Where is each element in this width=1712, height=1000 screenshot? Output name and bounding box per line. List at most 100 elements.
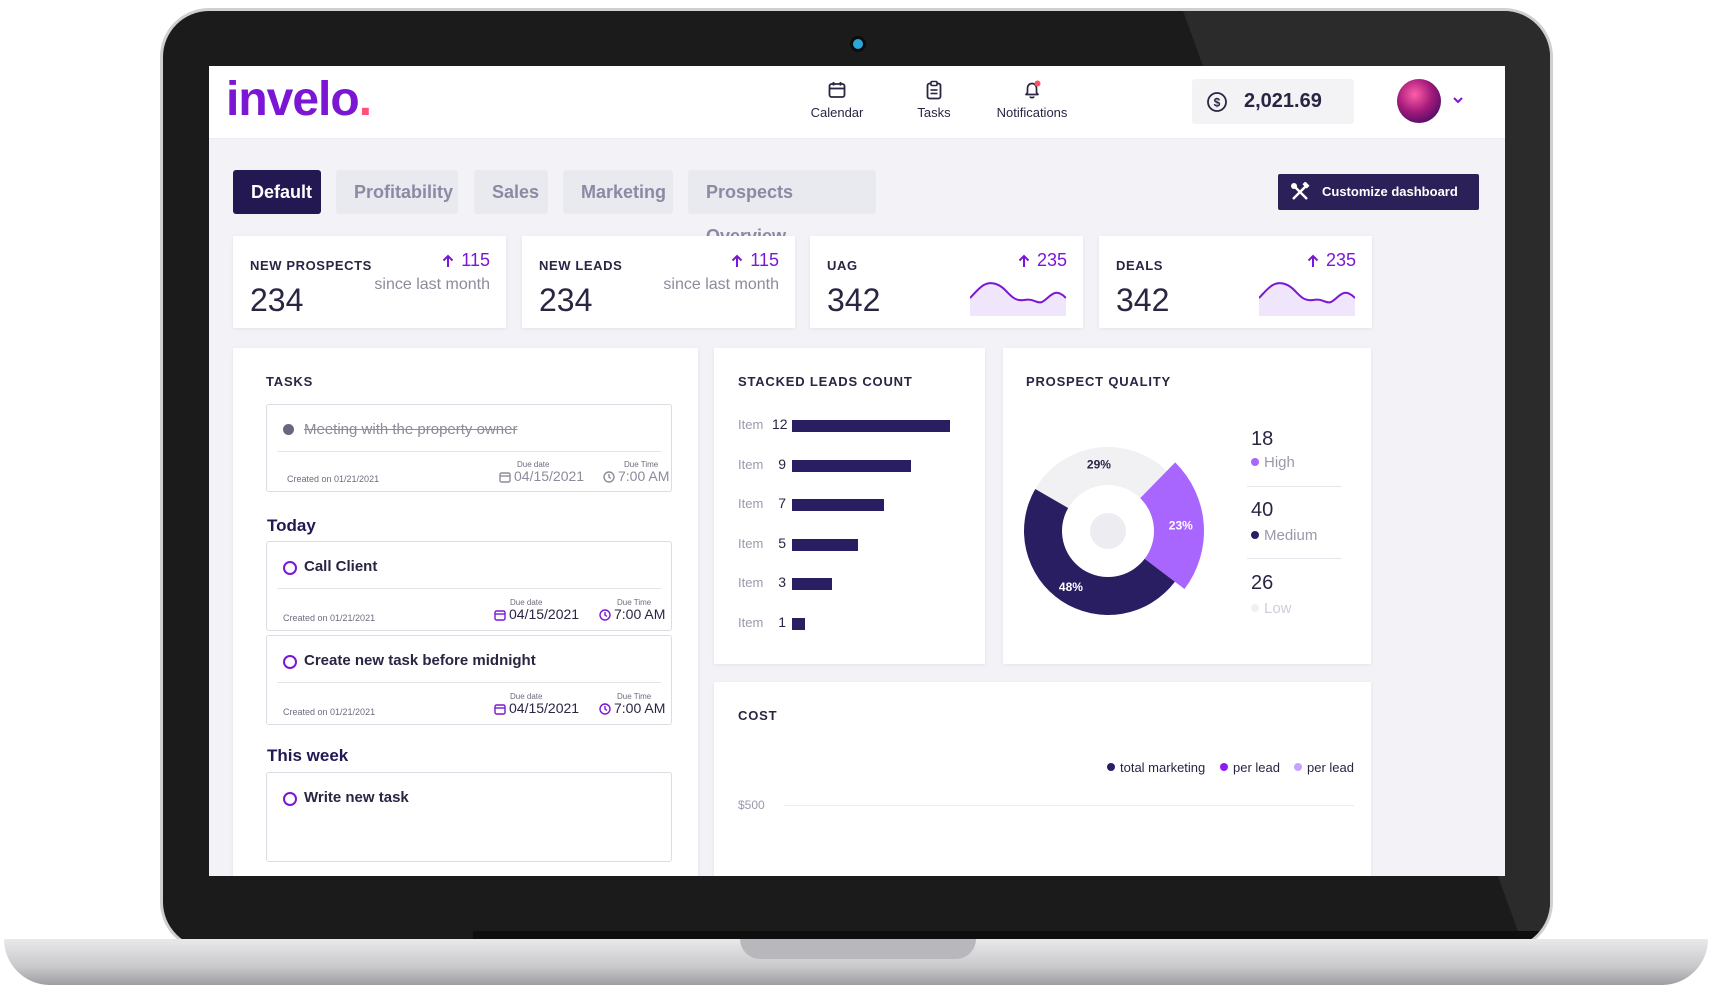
stat-card-new-prospects: NEW PROSPECTS 234 115 since last month — [233, 236, 506, 328]
legend-per-lead: per lead — [1220, 760, 1280, 775]
donut-slice-medium[interactable] — [1024, 489, 1175, 615]
balance-widget[interactable]: $ 2,021.69 — [1192, 79, 1354, 124]
due-date: 04/15/2021 — [494, 606, 579, 622]
tools-icon — [1291, 182, 1310, 200]
sparkline-uag — [970, 282, 1066, 316]
bar[interactable] — [792, 617, 805, 630]
legend-low-count: 26 — [1251, 572, 1274, 594]
legend-high: High — [1251, 454, 1295, 471]
legend-dot — [1251, 604, 1259, 612]
task-title: Call Client — [304, 558, 378, 575]
task-title: Create new task before midnight — [304, 652, 536, 669]
stat-card-deals: DEALS 342 235 — [1099, 236, 1372, 328]
task-divider — [277, 588, 661, 589]
arrow-up-icon — [732, 254, 743, 267]
clipboard-icon — [926, 80, 942, 100]
calendar-small-icon — [494, 610, 506, 621]
legend-dot — [1294, 763, 1302, 771]
stat-label: NEW LEADS — [539, 258, 623, 273]
svg-text:$: $ — [1214, 96, 1221, 110]
due-date-label: Due date — [510, 598, 543, 607]
arrow-up-icon — [443, 254, 454, 267]
legend-dot — [1107, 763, 1115, 771]
bell-icon — [1025, 80, 1041, 99]
legend-per-lead-2: per lead — [1294, 760, 1354, 775]
task-write-new-task[interactable]: Write new task — [266, 772, 672, 862]
bar[interactable] — [792, 459, 911, 472]
prospect-quality-title: PROSPECT QUALITY — [1026, 374, 1171, 389]
stacked-leads-title: STACKED LEADS COUNT — [738, 374, 913, 389]
bar[interactable] — [792, 538, 858, 551]
top-bar: invelo. Calendar Tasks Notifications $ 2… — [209, 66, 1505, 139]
donut-slice-low[interactable] — [1035, 447, 1167, 508]
customize-dashboard-button[interactable]: Customize dashboard — [1278, 174, 1479, 210]
nav-calendar[interactable]: Calendar — [794, 80, 880, 120]
task-divider — [277, 451, 661, 452]
nav-tasks[interactable]: Tasks — [891, 80, 977, 120]
stat-delta: 115 — [441, 250, 490, 271]
bar[interactable] — [792, 578, 832, 590]
radio-icon[interactable] — [283, 792, 297, 806]
task-created: Created on 01/21/2021 — [287, 474, 380, 484]
tab-profitability[interactable]: Profitability — [336, 170, 458, 214]
chevron-down-icon[interactable] — [1451, 93, 1465, 107]
screen: invelo. Calendar Tasks Notifications $ 2… — [209, 66, 1505, 876]
donut-slice-label: 29% — [1087, 458, 1111, 472]
tab-default[interactable]: Default — [233, 170, 321, 214]
legend-low: Low — [1251, 600, 1292, 617]
legend-high-count: 18 — [1251, 428, 1274, 450]
due-time: 7:00 AM — [599, 606, 665, 622]
legend-medium: Medium — [1251, 527, 1317, 544]
bar[interactable] — [792, 420, 950, 432]
stat-delta: 235 — [1017, 250, 1067, 271]
due-time-label: Due Time — [617, 598, 652, 607]
task-created: Created on 01/21/2021 — [283, 707, 376, 717]
cost-card: COST total marketing per lead per lead $… — [714, 682, 1371, 876]
stat-label: NEW PROSPECTS — [250, 258, 372, 273]
prospect-quality-donut: 29% 23% 48% — [1024, 447, 1204, 615]
invelo-logo[interactable]: invelo. — [226, 73, 372, 126]
legend-dot — [1251, 531, 1259, 539]
bar-value-label: 12 — [772, 416, 788, 432]
tab-sales[interactable]: Sales — [474, 170, 548, 214]
stat-label: DEALS — [1116, 258, 1164, 273]
task-created: Created on 01/21/2021 — [283, 613, 376, 623]
bar-item-label: Item — [738, 614, 764, 630]
stat-value: 234 — [539, 282, 593, 318]
stat-delta: 115 — [730, 250, 779, 271]
task-call-client[interactable]: Call Client Created on 01/21/2021 Due da… — [266, 541, 672, 631]
arrow-up-icon — [1018, 254, 1030, 267]
tab-marketing[interactable]: Marketing — [563, 170, 673, 214]
bar-item-label: Item — [738, 496, 764, 511]
radio-icon[interactable] — [283, 561, 297, 575]
bar-value-label: 5 — [778, 534, 786, 551]
due-date-label: Due date — [517, 460, 550, 469]
tasks-title: TASKS — [266, 374, 314, 389]
due-date: 04/15/2021 — [494, 700, 579, 716]
tab-prospects-overview[interactable]: Prospects Overview — [688, 170, 876, 246]
task-title: Write new task — [304, 789, 409, 806]
legend-dot — [1251, 458, 1259, 466]
sparkline-deals — [1259, 282, 1355, 316]
bar[interactable] — [792, 499, 884, 511]
bar-item-label: Item — [738, 456, 764, 472]
donut-slice-high[interactable] — [1140, 462, 1204, 590]
radio-icon[interactable] — [283, 655, 297, 669]
bar-value-label: 1 — [778, 613, 786, 630]
task-completed[interactable]: Meeting with the property owner Created … — [266, 404, 672, 492]
bar-item-label: Item — [738, 535, 764, 551]
nav-notifications[interactable]: Notifications — [989, 80, 1075, 120]
group-today: Today — [267, 516, 316, 535]
clock-icon — [599, 703, 611, 715]
stat-value: 342 — [1116, 282, 1170, 318]
checked-radio-icon[interactable] — [283, 424, 294, 435]
bar-item-label: Item — [738, 575, 764, 590]
calendar-small-icon — [499, 472, 511, 483]
calendar-icon — [828, 82, 846, 98]
group-this-week: This week — [267, 746, 349, 765]
nav-tasks-label: Tasks — [917, 105, 951, 120]
task-create-new-task[interactable]: Create new task before midnight Created … — [266, 635, 672, 725]
stat-card-uag: UAG 342 235 — [810, 236, 1083, 328]
task-title: Meeting with the property owner — [304, 421, 518, 438]
avatar[interactable] — [1397, 79, 1441, 123]
